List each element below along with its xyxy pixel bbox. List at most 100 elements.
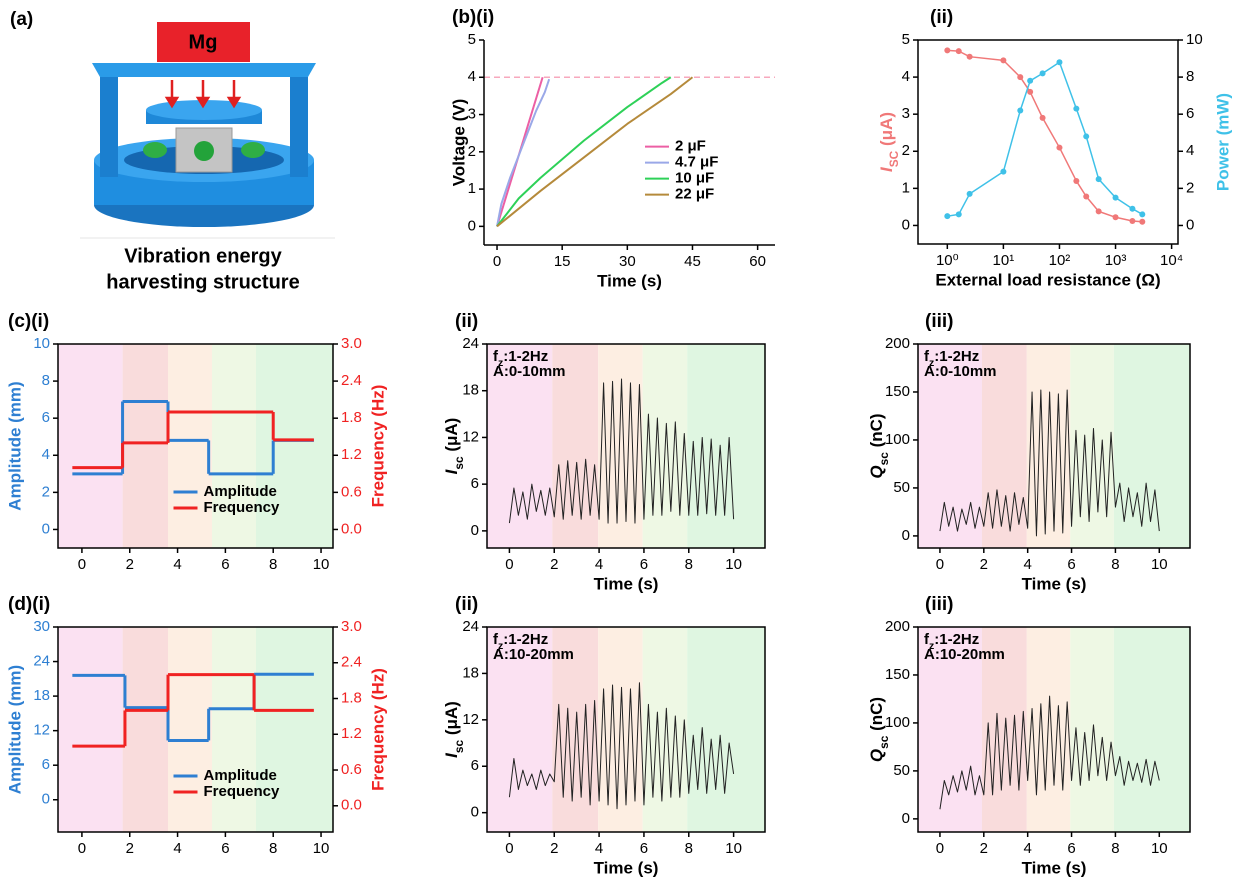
series-line — [939, 389, 1160, 537]
y-tick-label: 18 — [462, 382, 479, 399]
legend-label: Frequency — [204, 499, 281, 516]
panel: (d)(i)0 2 4 6 8 1006121824300.00.61.21.82.43.… — [5, 594, 387, 857]
post — [290, 77, 308, 177]
illustration: (a) Mg Vibration energy harvesting struc… — [10, 9, 335, 293]
x-tick-label: 6 — [1067, 840, 1075, 857]
series-line — [496, 76, 694, 228]
data-point — [955, 48, 962, 55]
label-part: I — [877, 166, 896, 172]
x-tick-label: 8 — [685, 556, 693, 573]
y2-axis-title: Power (mW) — [1213, 93, 1232, 191]
annotation: fz:1-2Hz — [493, 348, 548, 369]
y-tick-label: 2 — [468, 143, 476, 160]
y2-axis-title: Frequency (Hz) — [368, 385, 387, 508]
y2-tick-label: 6 — [1186, 105, 1194, 122]
y2-tick-label: 1.8 — [341, 409, 362, 426]
stage-band — [168, 627, 212, 832]
x-tick-label: 10 — [725, 840, 742, 857]
panel-label: (ii) — [455, 594, 478, 615]
label-part: z — [498, 640, 503, 652]
y2-tick-label: 3.0 — [341, 618, 362, 635]
y-tick-label: 0 — [42, 520, 50, 537]
legend-label: 4.7 μF — [675, 154, 718, 171]
y-tick-label: 100 — [885, 714, 910, 731]
x-tick-label: 0 — [78, 556, 86, 573]
caption: harvesting structure — [106, 271, 299, 293]
stage-band — [1113, 344, 1190, 548]
y2-tick-label: 10 — [1186, 31, 1203, 48]
legend-label: 22 μF — [675, 186, 714, 203]
label-part: (nC) — [867, 413, 886, 452]
stage-band — [212, 344, 256, 548]
series-line — [496, 76, 672, 227]
label-part: f — [493, 631, 499, 648]
y-axis-title: Amplitude (mm) — [5, 665, 24, 794]
legend-label: Amplitude — [204, 483, 277, 500]
y-tick-label: 8 — [42, 372, 50, 389]
panel-label: (c)(i) — [8, 311, 49, 332]
plot-frame — [486, 343, 766, 549]
x-tick-label: 10 — [313, 840, 330, 857]
data-point — [1073, 105, 1080, 112]
data-point — [1027, 77, 1034, 84]
stage-band — [918, 344, 982, 548]
y-tick-label: 4 — [902, 68, 910, 85]
x-axis-title: External load resistance (Ω) — [935, 270, 1160, 289]
series-line — [496, 78, 551, 227]
caption: Vibration energy — [124, 245, 282, 267]
y-tick-label: 100 — [885, 431, 910, 448]
x-tick-label: 8 — [685, 840, 693, 857]
x-tick-label: 45 — [684, 253, 701, 270]
y-tick-label: 5 — [902, 31, 910, 48]
stage-band — [918, 627, 982, 832]
x-tick-label: 15 — [554, 253, 571, 270]
label-part: sc — [877, 452, 891, 466]
data-point — [1129, 218, 1136, 225]
arrow-head — [226, 96, 242, 109]
data-point — [1073, 177, 1080, 184]
panel-label: (a) — [10, 9, 33, 30]
data-point — [1039, 70, 1046, 77]
y-tick-label: 0 — [902, 810, 910, 827]
data-point — [944, 47, 951, 54]
y-tick-label: 0 — [902, 527, 910, 544]
y2-tick-label: 4 — [1186, 142, 1194, 159]
magnet — [194, 141, 214, 161]
y2-tick-label: 8 — [1186, 68, 1194, 85]
label-part: z — [929, 357, 934, 369]
y-tick-label: 50 — [893, 479, 910, 496]
y-tick-label: 0 — [471, 522, 479, 539]
x-tick-label: 8 — [269, 840, 277, 857]
y-tick-label: 24 — [462, 618, 479, 635]
stage-band — [981, 627, 1027, 832]
x-tick-label: 6 — [640, 556, 648, 573]
x-tick-label: 0 — [493, 253, 501, 270]
series-line — [508, 378, 735, 524]
y2-tick-label: 0.0 — [341, 520, 362, 537]
data-point — [1027, 88, 1034, 95]
panel-label: (iii) — [925, 594, 954, 615]
x-tick-label: 2 — [550, 556, 558, 573]
x-tick-label: 10 — [725, 556, 742, 573]
x-tick-label: 10⁰ — [936, 252, 959, 269]
data-point — [1139, 218, 1146, 225]
y-tick-label: 12 — [462, 711, 479, 728]
data-point — [1000, 57, 1007, 64]
y-tick-label: 0 — [42, 791, 50, 808]
y2-tick-label: 2 — [1186, 179, 1194, 196]
x-axis-title: Time (s) — [594, 574, 659, 593]
label-part: Q — [867, 749, 886, 762]
label-part: :1-2Hz — [934, 631, 979, 648]
plot-frame — [57, 626, 334, 833]
stage-band — [1070, 627, 1114, 832]
post — [100, 77, 118, 177]
y2-tick-label: 0.0 — [341, 797, 362, 814]
x-axis-title: Time (s) — [597, 271, 662, 290]
data-point — [955, 211, 962, 218]
panel: (ii) 10⁰ 10¹ 10² 10³ 10⁴ 0 1 2 3 4 5 0 2 4 6 8 10 External… — [877, 7, 1232, 289]
panel: (c)(i) 0 2 4 6 8 10 0 2 4 6 8 10 0.0 0.6 1.2 1.8 2.4 3.0 Am… — [5, 311, 387, 573]
